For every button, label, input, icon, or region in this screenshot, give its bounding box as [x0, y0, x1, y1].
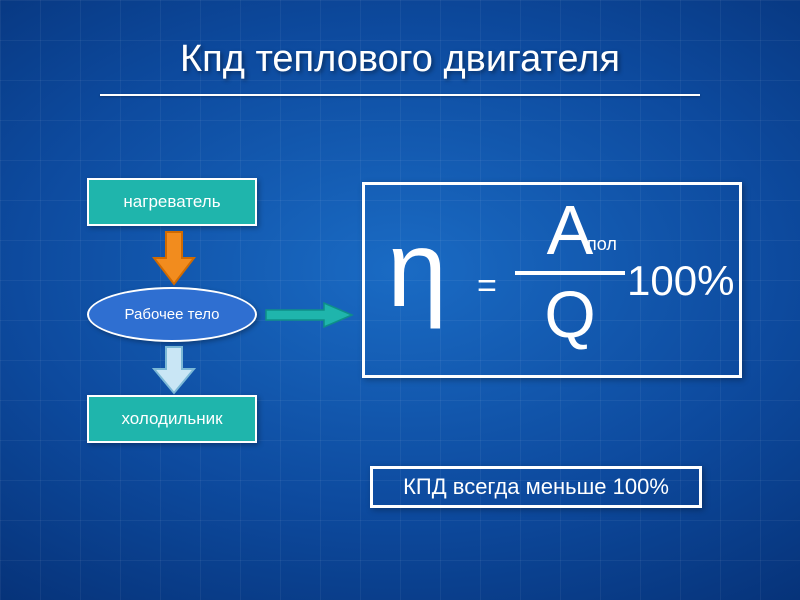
denominator: Q [515, 281, 625, 347]
formula-box: η = A пол Q 100% [362, 182, 742, 378]
arrow-right-teal-icon [264, 302, 354, 333]
heater-label: нагреватель [123, 192, 220, 212]
footnote-box: КПД всегда меньше 100% [370, 466, 702, 508]
footnote-text: КПД всегда меньше 100% [403, 474, 669, 500]
cooler-box: холодильник [87, 395, 257, 443]
arrow-down-blue-icon [152, 345, 196, 400]
working-body-label: Рабочее тело [125, 306, 220, 323]
numerator-letter: A [547, 191, 594, 269]
eta-symbol: η [387, 215, 447, 323]
fraction: A пол Q [515, 195, 625, 347]
equals-sign: = [477, 267, 497, 306]
percent-text: 100% [627, 257, 734, 305]
working-body-oval: Рабочее тело [87, 287, 257, 342]
cooler-label: холодильник [121, 409, 222, 429]
title-underline [100, 94, 700, 96]
numerator-subscript: пол [587, 235, 617, 253]
heater-box: нагреватель [87, 178, 257, 226]
numerator: A пол [515, 195, 625, 265]
arrow-down-orange-icon [152, 230, 196, 291]
fraction-bar [515, 271, 625, 275]
slide-title: Кпд теплового двигателя [0, 38, 800, 81]
